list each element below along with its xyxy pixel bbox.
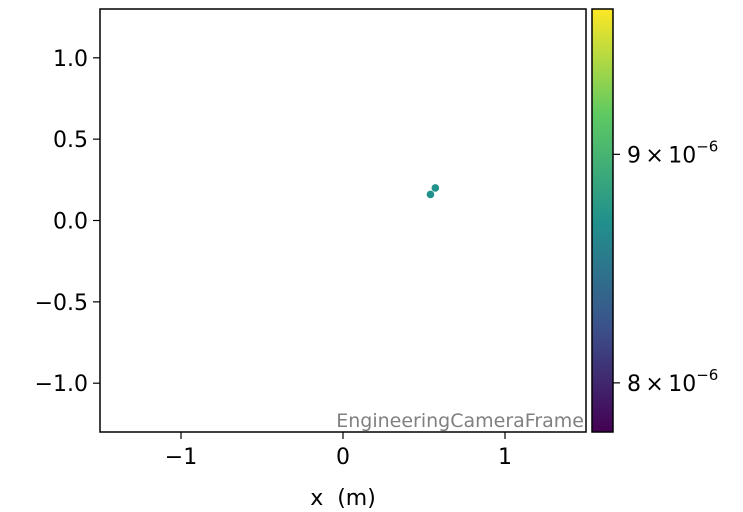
y-tick-label: −0.5 bbox=[35, 291, 88, 316]
colorbar-tick-exponent: −6 bbox=[696, 137, 718, 155]
data-point bbox=[426, 190, 435, 199]
x-tick-label: 0 bbox=[336, 445, 350, 470]
colorbar bbox=[591, 8, 614, 433]
x-axis-label: x (m) bbox=[310, 486, 376, 511]
colorbar-tick-mantissa: 8 × 10 bbox=[627, 372, 696, 397]
data-point bbox=[431, 184, 440, 192]
y-tick-label: 1.0 bbox=[53, 47, 88, 72]
x-axis-ticks: −1 0 1 bbox=[165, 432, 512, 470]
y-tick-label: 0.5 bbox=[53, 128, 88, 153]
colorbar-ticks: 9 × 10−68 × 10−6 bbox=[613, 137, 718, 397]
y-tick-label: 0.0 bbox=[53, 210, 88, 235]
colorbar-tick-label: 8 × 10−6 bbox=[627, 366, 718, 397]
x-tick-label: −1 bbox=[165, 445, 197, 470]
colorbar-tick-exponent: −6 bbox=[696, 366, 718, 384]
plot-area bbox=[99, 8, 587, 433]
y-tick-label: −1.0 bbox=[35, 372, 88, 397]
colorbar-tick-mantissa: 9 × 10 bbox=[627, 143, 696, 168]
data-points bbox=[426, 184, 440, 199]
y-axis-ticks: 1.0 0.5 0.0 −0.5 −1.0 bbox=[35, 47, 100, 397]
x-tick-label: 1 bbox=[498, 445, 512, 470]
frame-label: EngineeringCameraFrame bbox=[336, 410, 584, 432]
colorbar-tick-label: 9 × 10−6 bbox=[627, 137, 718, 168]
